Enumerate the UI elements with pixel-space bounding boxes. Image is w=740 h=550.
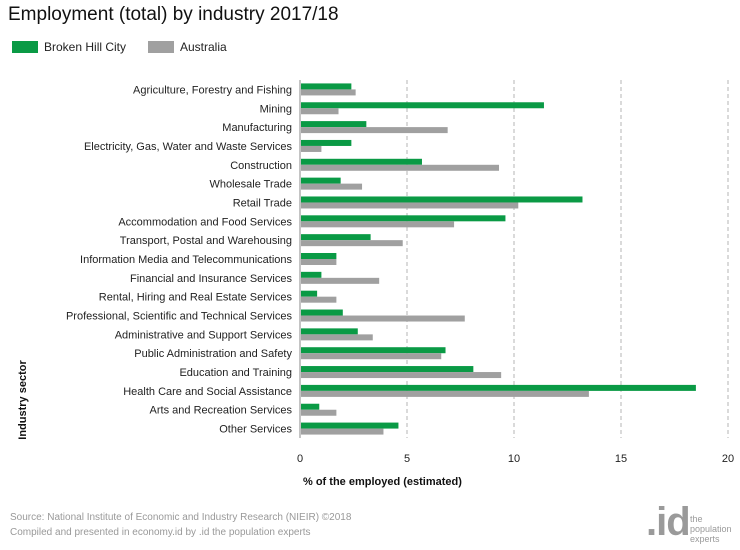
category-label-mining: Mining xyxy=(260,103,292,115)
legend-swatch-broken-hill xyxy=(12,41,38,53)
category-label-transport-postal-and-warehousing: Transport, Postal and Warehousing xyxy=(120,235,292,247)
category-label-manufacturing: Manufacturing xyxy=(222,122,292,134)
bar-broken-hill-city-administrative-and-support-services xyxy=(301,328,358,335)
x-tick-label-10: 10 xyxy=(508,453,520,465)
category-label-rental-hiring-and-real-estate-services: Rental, Hiring and Real Estate Services xyxy=(99,292,293,304)
bar-broken-hill-city-arts-and-recreation-services xyxy=(301,403,320,410)
bar-broken-hill-city-mining xyxy=(301,102,544,109)
bar-australia-mining xyxy=(301,108,339,115)
bar-broken-hill-city-other-services xyxy=(301,422,399,429)
bar-australia-education-and-training xyxy=(301,372,502,379)
category-label-retail-trade: Retail Trade xyxy=(233,197,292,209)
category-label-electricity-gas-water-and-waste-services: Electricity, Gas, Water and Waste Servic… xyxy=(84,141,293,153)
bar-australia-transport-postal-and-warehousing xyxy=(301,240,403,247)
legend-label-australia: Australia xyxy=(180,40,227,54)
bar-broken-hill-city-retail-trade xyxy=(301,196,583,203)
bar-australia-manufacturing xyxy=(301,127,448,134)
category-label-professional-scientific-and-technical-services: Professional, Scientific and Technical S… xyxy=(66,311,293,323)
category-label-information-media-and-telecommunications: Information Media and Telecommunications xyxy=(80,254,292,266)
bar-australia-rental-hiring-and-real-estate-services xyxy=(301,296,337,303)
bar-australia-financial-and-insurance-services xyxy=(301,277,380,284)
legend-label-broken-hill: Broken Hill City xyxy=(44,40,127,54)
bar-broken-hill-city-public-administration-and-safety xyxy=(301,347,446,354)
bar-broken-hill-city-wholesale-trade xyxy=(301,177,341,184)
bar-broken-hill-city-health-care-and-social-assistance xyxy=(301,384,696,391)
id-logo: .id the population experts xyxy=(646,500,736,548)
category-label-accommodation-and-food-services: Accommodation and Food Services xyxy=(118,216,292,228)
bar-australia-other-services xyxy=(301,428,384,435)
bar-australia-construction xyxy=(301,164,500,171)
bar-australia-information-media-and-telecommunications xyxy=(301,259,337,265)
legend-swatch-australia xyxy=(148,41,174,53)
category-label-arts-and-recreation-services: Arts and Recreation Services xyxy=(150,405,293,417)
bar-broken-hill-city-professional-scientific-and-technical-services xyxy=(301,309,343,316)
bar-broken-hill-city-electricity-gas-water-and-waste-services xyxy=(301,139,352,146)
category-label-public-administration-and-safety: Public Administration and Safety xyxy=(134,348,292,360)
bar-australia-professional-scientific-and-technical-services xyxy=(301,315,465,322)
source-note: Source: National Institute of Economic a… xyxy=(10,510,351,540)
bar-australia-administrative-and-support-services xyxy=(301,334,373,341)
bar-broken-hill-city-accommodation-and-food-services xyxy=(301,215,506,222)
bar-australia-electricity-gas-water-and-waste-services xyxy=(301,145,322,152)
bar-australia-wholesale-trade xyxy=(301,183,363,190)
bar-australia-arts-and-recreation-services xyxy=(301,409,337,416)
x-axis-title: % of the employed (estimated) xyxy=(303,476,462,488)
bar-australia-public-administration-and-safety xyxy=(301,353,442,360)
x-tick-label-20: 20 xyxy=(722,453,734,465)
x-tick-label-5: 5 xyxy=(404,453,410,465)
bar-broken-hill-city-financial-and-insurance-services xyxy=(301,271,322,278)
bar-broken-hill-city-construction xyxy=(301,158,422,165)
logo-mark: .id xyxy=(646,500,691,544)
category-label-administrative-and-support-services: Administrative and Support Services xyxy=(115,329,293,341)
bar-broken-hill-city-education-and-training xyxy=(301,366,474,373)
source-line: Source: National Institute of Economic a… xyxy=(10,512,352,523)
bar-australia-accommodation-and-food-services xyxy=(301,221,455,228)
bar-chart: 0 5 10 15 20 Agriculture, Forestry and Fishin… xyxy=(17,80,734,488)
x-tick-label-15: 15 xyxy=(615,453,627,465)
category-label-wholesale-trade: Wholesale Trade xyxy=(209,179,292,191)
logo-tagline: the population experts xyxy=(690,514,732,544)
bar-australia-retail-trade xyxy=(301,202,519,209)
bar-australia-health-care-and-social-assistance xyxy=(301,390,589,397)
x-tick-label-0: 0 xyxy=(297,453,303,465)
bar-broken-hill-city-manufacturing xyxy=(301,121,367,128)
bar-broken-hill-city-rental-hiring-and-real-estate-services xyxy=(301,290,318,297)
chart-title: Employment (total) by industry 2017/18 xyxy=(8,4,339,25)
category-label-construction: Construction xyxy=(230,160,292,172)
category-label-health-care-and-social-assistance: Health Care and Social Assistance xyxy=(123,386,292,398)
bar-australia-agriculture-forestry-and-fishing xyxy=(301,89,356,96)
bar-broken-hill-city-agriculture-forestry-and-fishing xyxy=(301,83,352,90)
category-label-other-services: Other Services xyxy=(219,424,292,436)
bar-broken-hill-city-transport-postal-and-warehousing xyxy=(301,234,371,241)
compiled-line: Compiled and presented in economy.id by … xyxy=(10,527,311,538)
category-label-education-and-training: Education and Training xyxy=(179,367,292,379)
y-axis-title: Industry sector xyxy=(17,360,29,440)
category-label-financial-and-insurance-services: Financial and Insurance Services xyxy=(130,273,293,285)
category-label-agriculture-forestry-and-fishing: Agriculture, Forestry and Fishing xyxy=(133,84,292,96)
bar-broken-hill-city-information-media-and-telecommunications xyxy=(301,253,337,259)
